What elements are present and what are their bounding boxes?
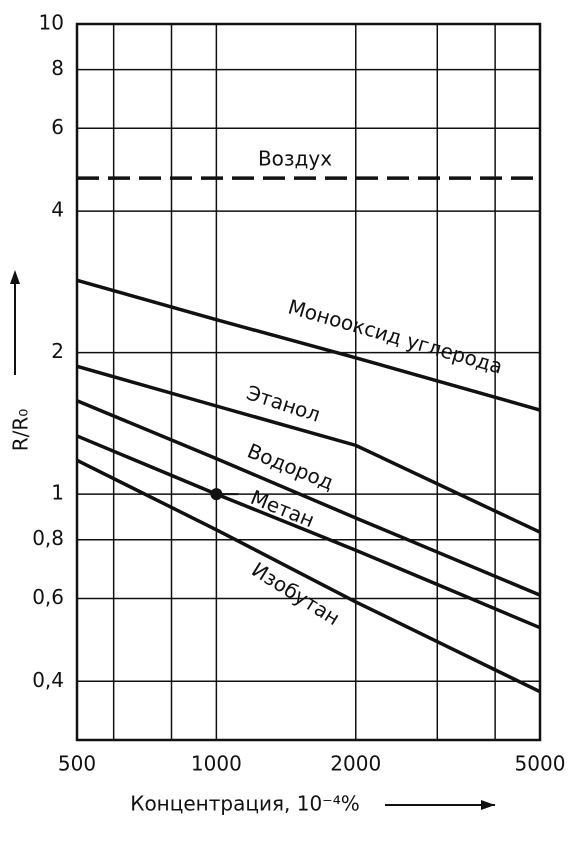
y-tick-label: 1: [51, 481, 64, 505]
y-arrow-head: [10, 270, 20, 284]
x-tick-label: 2000: [330, 752, 381, 776]
x-tick-label: 500: [58, 752, 96, 776]
x-tick-label: 1000: [191, 752, 242, 776]
series-line: [76, 364, 541, 534]
y-tick-label: 4: [51, 198, 64, 222]
y-tick-label: 8: [51, 56, 64, 80]
y-tick-label: 6: [51, 115, 64, 139]
y-tick-label: 10: [39, 11, 64, 35]
series-line: [76, 458, 541, 694]
y-tick-label: 0,8: [32, 526, 64, 550]
y-axis-label: R/R₀: [9, 409, 33, 452]
series-label: Метан: [247, 485, 318, 532]
series-label: Воздух: [258, 147, 332, 171]
y-tick-label: 0,4: [32, 668, 64, 692]
x-tick-label: 5000: [515, 752, 566, 776]
series-label: Этанол: [244, 380, 324, 426]
series-line: [76, 399, 541, 597]
series-line: [76, 278, 541, 412]
series-line: [76, 434, 541, 630]
x-axis-label: Концентрация, 10⁻⁴%: [130, 792, 360, 816]
y-tick-label: 0,6: [32, 585, 64, 609]
plot-frame: [75, 22, 542, 742]
series-label: Изобутан: [247, 557, 344, 630]
series-label: Монооксид углерода: [286, 294, 506, 378]
x-arrow-head: [481, 800, 495, 810]
y-tick-label: 2: [51, 339, 64, 363]
